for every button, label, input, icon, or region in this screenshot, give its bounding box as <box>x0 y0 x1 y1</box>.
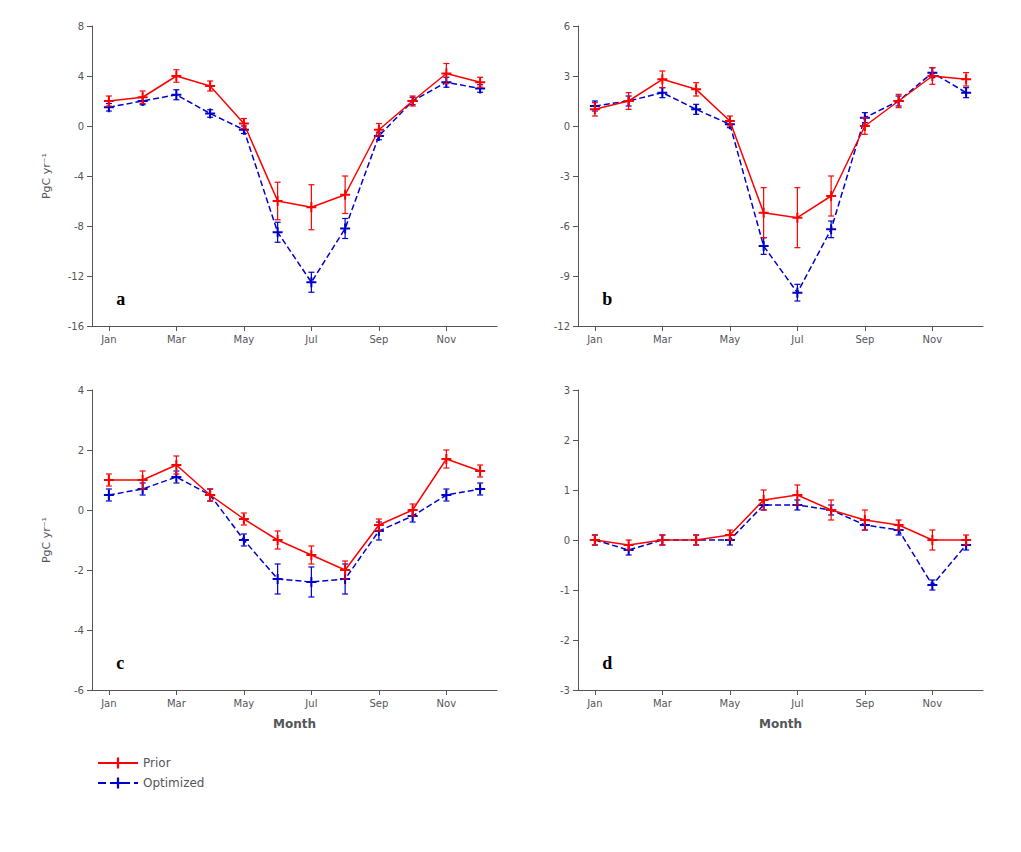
svg-text:0: 0 <box>78 121 84 132</box>
svg-text:3: 3 <box>564 385 570 396</box>
svg-text:Month: Month <box>759 717 802 731</box>
svg-text:-4: -4 <box>74 625 84 636</box>
svg-text:4: 4 <box>78 71 84 82</box>
svg-text:-9: -9 <box>560 271 570 282</box>
svg-text:May: May <box>234 698 255 709</box>
svg-text:May: May <box>720 334 741 345</box>
svg-text:Nov: Nov <box>923 698 943 709</box>
svg-text:Jul: Jul <box>790 334 803 345</box>
svg-text:6: 6 <box>564 21 570 32</box>
svg-text:8: 8 <box>78 21 84 32</box>
svg-text:Sep: Sep <box>369 698 388 709</box>
svg-text:0: 0 <box>78 505 84 516</box>
svg-text:Prior: Prior <box>143 756 171 770</box>
svg-text:May: May <box>720 698 741 709</box>
svg-text:Jul: Jul <box>790 698 803 709</box>
svg-text:May: May <box>234 334 255 345</box>
svg-text:-12: -12 <box>68 271 84 282</box>
svg-text:Nov: Nov <box>437 698 457 709</box>
svg-text:2: 2 <box>78 445 84 456</box>
svg-text:1: 1 <box>564 485 570 496</box>
svg-text:-3: -3 <box>560 171 570 182</box>
svg-text:0: 0 <box>564 121 570 132</box>
svg-text:a: a <box>116 289 125 309</box>
svg-text:Nov: Nov <box>437 334 457 345</box>
svg-text:Mar: Mar <box>167 334 187 345</box>
svg-text:Jan: Jan <box>100 334 116 345</box>
svg-text:-1: -1 <box>560 585 570 596</box>
svg-text:-6: -6 <box>74 685 84 696</box>
svg-text:Jan: Jan <box>100 698 116 709</box>
svg-text:4: 4 <box>78 385 84 396</box>
svg-text:-8: -8 <box>74 221 84 232</box>
svg-text:PgC yr⁻¹: PgC yr⁻¹ <box>40 517 53 563</box>
svg-text:Jan: Jan <box>586 334 602 345</box>
svg-text:PgC yr⁻¹: PgC yr⁻¹ <box>40 153 53 199</box>
svg-text:Jan: Jan <box>586 698 602 709</box>
svg-text:c: c <box>116 653 124 673</box>
svg-text:-2: -2 <box>74 565 84 576</box>
svg-text:Mar: Mar <box>653 698 673 709</box>
svg-text:-16: -16 <box>68 321 84 332</box>
svg-text:3: 3 <box>564 71 570 82</box>
svg-text:Mar: Mar <box>167 698 187 709</box>
svg-text:d: d <box>602 653 612 673</box>
svg-text:0: 0 <box>564 535 570 546</box>
svg-text:Nov: Nov <box>923 334 943 345</box>
svg-text:Sep: Sep <box>855 698 874 709</box>
svg-text:Mar: Mar <box>653 334 673 345</box>
svg-text:Sep: Sep <box>855 334 874 345</box>
svg-text:Month: Month <box>273 717 316 731</box>
svg-text:Jul: Jul <box>304 334 317 345</box>
svg-text:2: 2 <box>564 435 570 446</box>
svg-text:-12: -12 <box>554 321 570 332</box>
svg-text:b: b <box>602 289 612 309</box>
svg-text:-2: -2 <box>560 635 570 646</box>
svg-text:-3: -3 <box>560 685 570 696</box>
svg-text:Optimized: Optimized <box>143 776 204 790</box>
svg-text:Sep: Sep <box>369 334 388 345</box>
svg-text:-4: -4 <box>74 171 84 182</box>
svg-text:-6: -6 <box>560 221 570 232</box>
svg-text:Jul: Jul <box>304 698 317 709</box>
